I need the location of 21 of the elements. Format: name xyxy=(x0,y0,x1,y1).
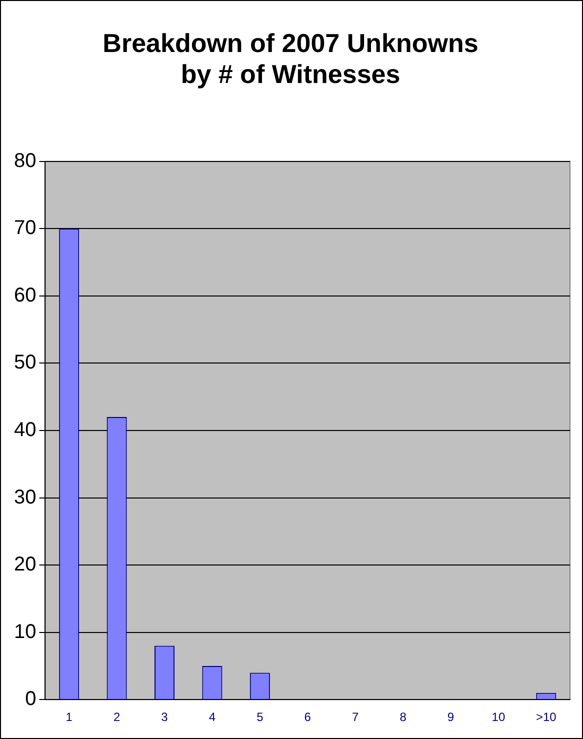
y-tick-label: 30 xyxy=(14,486,36,508)
x-tick-label: 3 xyxy=(161,710,168,724)
y-tick-label: 70 xyxy=(14,217,36,240)
x-tick-label: 2 xyxy=(113,710,120,724)
y-tick-label: 10 xyxy=(14,620,36,643)
x-tick-label: 8 xyxy=(400,710,407,724)
y-tick-label: 20 xyxy=(14,554,36,576)
x-tick-label: >10 xyxy=(536,710,557,724)
y-tick-label: 60 xyxy=(14,284,36,306)
y-tick-label: 80 xyxy=(14,150,36,172)
x-tick-label: 10 xyxy=(492,710,506,724)
x-tick-label: 1 xyxy=(66,710,73,724)
x-tick-label: 4 xyxy=(208,710,216,724)
x-tick-label: 7 xyxy=(352,710,359,724)
chart-title: Breakdown of 2007 Unknowns by # of Witnesses xyxy=(102,28,478,89)
x-tick-label: 9 xyxy=(447,710,454,724)
x-tick-label: 5 xyxy=(256,710,264,724)
x-tick-label: 6 xyxy=(304,710,312,724)
y-tick-label: 0 xyxy=(25,688,36,710)
y-tick-label: 40 xyxy=(14,419,36,442)
y-tick-label: 50 xyxy=(14,352,36,374)
